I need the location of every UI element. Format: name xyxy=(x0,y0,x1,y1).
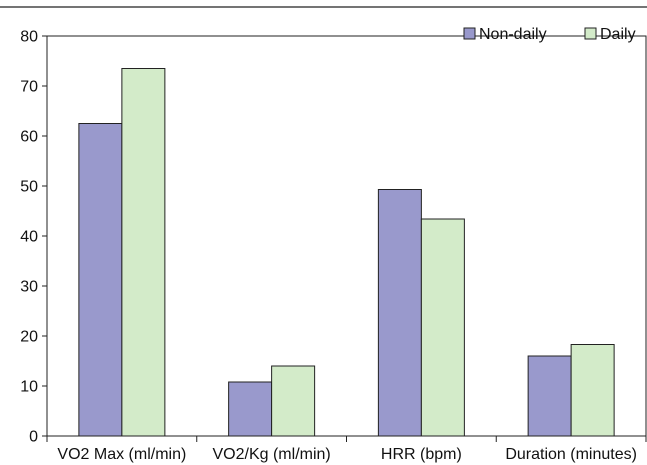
legend-swatch-daily xyxy=(584,27,597,40)
x-category-label: Duration (minutes) xyxy=(505,446,637,463)
y-tick-label-40: 40 xyxy=(20,229,38,246)
bar-daily-1 xyxy=(271,365,316,437)
bar-non-daily-0 xyxy=(78,123,123,437)
legend-label-daily: Daily xyxy=(600,26,636,43)
y-tick-label-10: 10 xyxy=(20,379,38,396)
y-tick-label-80: 80 xyxy=(20,29,38,46)
bar-daily-0 xyxy=(121,68,166,437)
x-category-label: HRR (bpm) xyxy=(381,446,462,463)
bar-non-daily-2 xyxy=(377,189,422,437)
y-tick-label-50: 50 xyxy=(20,179,38,196)
x-category-label: VO2 Max (ml/min) xyxy=(57,446,186,463)
bar-daily-3 xyxy=(570,344,615,437)
y-tick-label-30: 30 xyxy=(20,279,38,296)
legend-swatch-non-daily xyxy=(463,27,476,40)
x-axis: VO2 Max (ml/min) VO2/Kg (ml/min) HRR (bpm)… xyxy=(46,436,647,463)
bars xyxy=(78,68,615,437)
y-axis: 0 10 20 30 40 50 60 70 80 xyxy=(20,29,47,446)
y-tick-label-20: 20 xyxy=(20,329,38,346)
x-category-label: VO2/Kg (ml/min) xyxy=(213,446,331,463)
y-tick-label-70: 70 xyxy=(20,79,38,96)
y-tick-label-60: 60 xyxy=(20,129,38,146)
bar-non-daily-3 xyxy=(527,355,572,437)
legend-label-non-daily: Non-daily xyxy=(479,26,547,43)
y-tick-label-0: 0 xyxy=(29,429,38,446)
bar-non-daily-1 xyxy=(228,381,273,437)
legend: Non-daily Daily xyxy=(463,26,636,43)
bar-daily-2 xyxy=(420,218,465,437)
